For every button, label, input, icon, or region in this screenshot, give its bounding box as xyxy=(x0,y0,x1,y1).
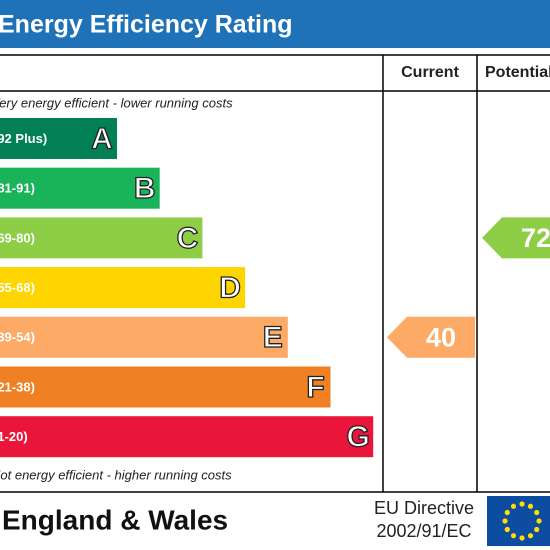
band-bar xyxy=(0,217,203,259)
band-bar xyxy=(0,267,246,309)
current-value: 40 xyxy=(426,322,456,352)
band-letter: B xyxy=(134,172,156,205)
band-letter: F xyxy=(306,371,324,404)
potential-value: 72 xyxy=(521,223,550,253)
band-range: (39-54) xyxy=(0,330,35,345)
band-range: (55-68) xyxy=(0,280,35,295)
band-range: (21-38) xyxy=(0,379,35,394)
bottom-note: Not energy efficient - higher running co… xyxy=(0,467,232,482)
current-header: Current xyxy=(401,64,459,81)
eu-star xyxy=(502,518,508,524)
band-range: (81-91) xyxy=(0,181,35,196)
band-range: (92 Plus) xyxy=(0,131,47,146)
eu-star xyxy=(534,509,540,516)
eu-star xyxy=(534,526,540,533)
eu-star xyxy=(510,533,517,539)
header-bar xyxy=(0,0,550,48)
eu-star xyxy=(536,518,542,524)
potential-arrow xyxy=(482,217,550,259)
band-range: (69-80) xyxy=(0,230,35,245)
band-bar xyxy=(0,118,117,159)
top-note: Very energy efficient - lower running co… xyxy=(0,95,233,110)
potential-header: Potential xyxy=(485,64,550,81)
band-range: (1-20) xyxy=(0,429,28,444)
eu-star xyxy=(527,533,534,539)
eu-star xyxy=(510,503,517,509)
eu-star xyxy=(504,509,510,516)
directive: 2002/91/EC xyxy=(376,521,471,541)
eu-stars xyxy=(502,501,542,541)
title: Energy Efficiency Rating xyxy=(0,11,293,39)
band-bar xyxy=(0,416,374,458)
band-letter: A xyxy=(91,122,113,155)
current-arrow xyxy=(387,316,475,358)
directive: EU Directive xyxy=(374,498,474,518)
eu-star xyxy=(519,501,525,507)
band-bar xyxy=(0,167,160,209)
band-bar xyxy=(0,316,288,358)
frame xyxy=(0,54,550,493)
region: England & Wales xyxy=(2,504,228,535)
band-bar xyxy=(0,366,331,408)
band-letter: C xyxy=(177,222,199,255)
eu-star xyxy=(519,535,525,541)
eu-star xyxy=(527,503,534,509)
eu-star xyxy=(504,526,510,533)
band-letter: E xyxy=(263,321,283,354)
band-letter: D xyxy=(219,272,241,305)
band-letter: G xyxy=(347,421,370,454)
